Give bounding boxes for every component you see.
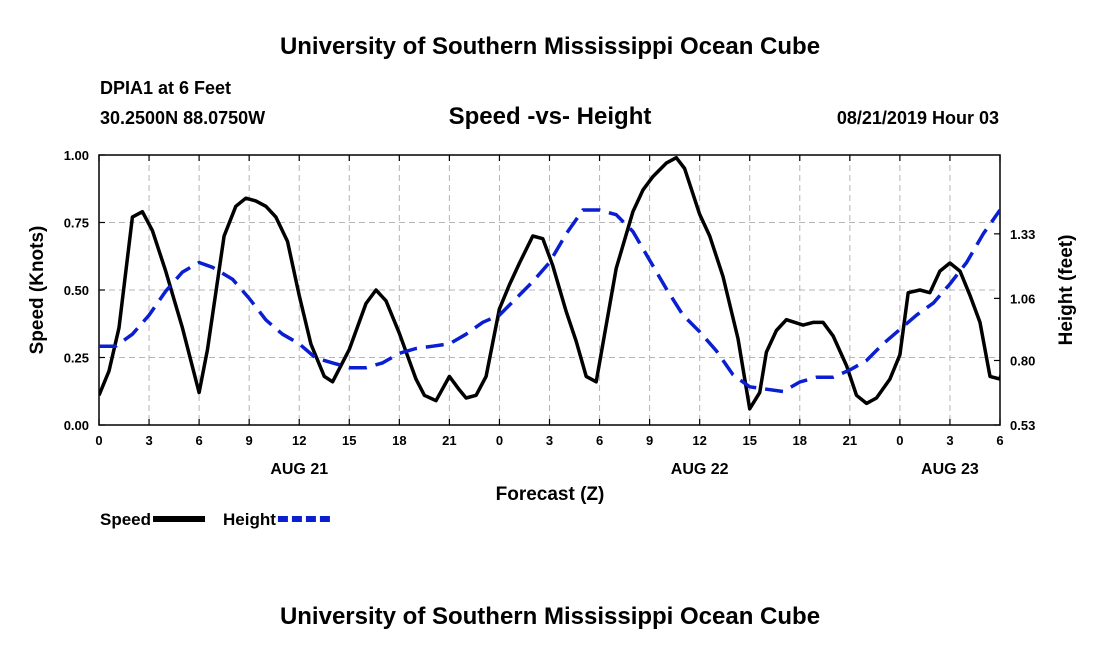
chart-header-title: University of Southern Mississippi Ocean…: [280, 33, 820, 60]
x-tick-label: 0: [496, 433, 503, 448]
x-tick-label: 6: [996, 433, 1003, 448]
y-left-tick-label: 0.25: [64, 351, 89, 366]
y-right-tick-label: 1.06: [1010, 291, 1035, 306]
y-axis-left-label: Speed (Knots): [27, 226, 48, 355]
y-right-tick-label: 0.80: [1010, 353, 1035, 368]
x-tick-label: 9: [646, 433, 653, 448]
chart-footer-title: University of Southern Mississippi Ocean…: [280, 603, 820, 630]
y-left-tick-label: 0.50: [64, 283, 89, 298]
day-label: AUG 21: [270, 461, 328, 478]
day-label: AUG 22: [671, 461, 729, 478]
x-tick-label: 3: [546, 433, 553, 448]
x-tick-label: 0: [95, 433, 102, 448]
data-series: [99, 155, 1000, 411]
x-axis-label: Forecast (Z): [496, 484, 605, 505]
station-label: DPIA1 at 6 Feet: [100, 78, 231, 98]
coordinates-label: 30.2500N 88.0750W: [100, 108, 265, 128]
grid: [99, 155, 1000, 425]
legend-label-height: Height: [223, 510, 276, 529]
x-tick-label: 15: [342, 433, 356, 448]
x-tick-label: 15: [742, 433, 756, 448]
speed-series-line: [99, 155, 1000, 411]
x-tick-label: 6: [596, 433, 603, 448]
x-tick-label: 12: [692, 433, 706, 448]
height-series-line: [99, 208, 1000, 394]
x-tick-label: 21: [843, 433, 857, 448]
y-right-tick-label: 1.33: [1010, 227, 1035, 242]
x-tick-label: 3: [145, 433, 152, 448]
axis-ticks: 0 3 6 9 12 15 18 21 0 3 6 9 12 15 18 21 0 3 6 0.00 0.25 0.50 0…: [64, 148, 1036, 478]
x-tick-label: 3: [946, 433, 953, 448]
y-left-tick-label: 0.00: [64, 418, 89, 433]
x-tick-label: 12: [292, 433, 306, 448]
y-right-tick-label: 0.53: [1010, 418, 1035, 433]
forecast-datetime-label: 08/21/2019 Hour 03: [837, 108, 999, 128]
x-tick-label: 18: [793, 433, 807, 448]
chart-title: Speed -vs- Height: [449, 103, 652, 130]
legend: Speed Height: [100, 510, 330, 529]
y-left-tick-label: 1.00: [64, 148, 89, 163]
day-label: AUG 23: [921, 461, 979, 478]
legend-label-speed: Speed: [100, 510, 151, 529]
x-tick-label: 21: [442, 433, 456, 448]
y-axis-right-label: Height (feet): [1056, 235, 1077, 346]
x-tick-label: 6: [195, 433, 202, 448]
x-tick-label: 0: [896, 433, 903, 448]
x-tick-label: 18: [392, 433, 406, 448]
y-left-tick-label: 0.75: [64, 216, 89, 231]
x-tick-label: 9: [246, 433, 253, 448]
